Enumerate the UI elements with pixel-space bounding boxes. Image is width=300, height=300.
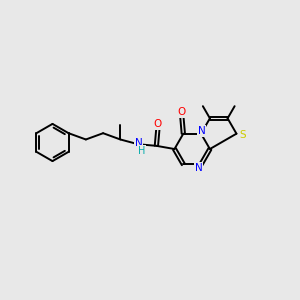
Text: N: N: [135, 138, 142, 148]
Text: N: N: [195, 163, 203, 173]
Text: H: H: [138, 146, 146, 156]
Text: O: O: [178, 107, 186, 117]
Text: S: S: [239, 130, 246, 140]
Text: N: N: [198, 126, 206, 136]
Text: O: O: [154, 119, 162, 129]
